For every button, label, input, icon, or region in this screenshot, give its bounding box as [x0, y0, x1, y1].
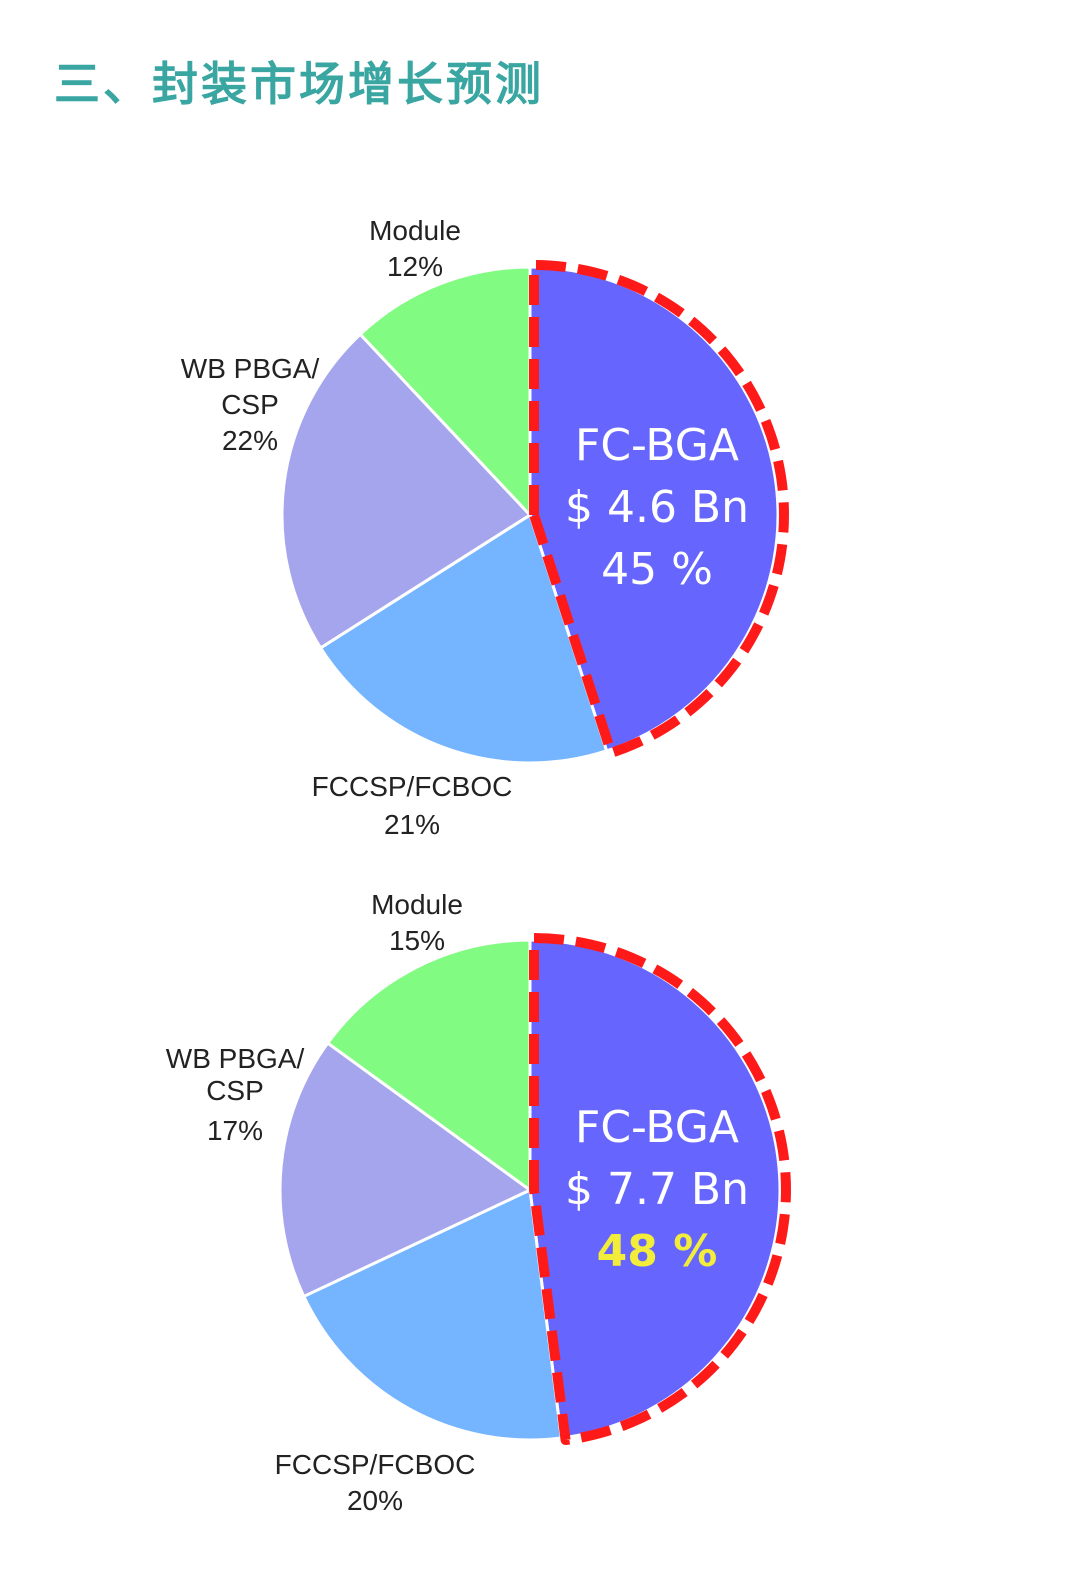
- wb-pbga-label-line2: CSP: [206, 1075, 264, 1106]
- module-pct-label: 12%: [387, 251, 443, 282]
- wb-pbga-pct-label: 17%: [207, 1115, 263, 1146]
- fcbga-value-label: $ 4.6 Bn: [565, 482, 749, 533]
- wb-pbga-label-line1: WB PBGA/: [166, 1043, 305, 1074]
- fcbga-pct-label: 48 %: [597, 1226, 718, 1277]
- wb-pbga-label-line2: CSP: [221, 389, 279, 420]
- module-pct-label: 15%: [389, 925, 445, 956]
- pie-slice-module: [325, 938, 532, 1193]
- page-title: 三、封装市场增长预测: [54, 57, 544, 111]
- fccsp-pct-label: 21%: [384, 809, 440, 840]
- fcbga-pct-label: 45 %: [601, 544, 713, 595]
- module-label: Module: [371, 889, 463, 920]
- pie-chart-1: Module 12% WB PBGA/ CSP 22% FCCSP/FCBOC …: [181, 215, 789, 840]
- pie-slice-fccsp-fcboc: [318, 512, 609, 765]
- pie-slice-fccsp-fcboc: [301, 1187, 564, 1442]
- fcbga-label: FC-BGA: [575, 1102, 739, 1153]
- pie-slice-wb-pbga-csp: [280, 332, 533, 650]
- pie-slice-module: [358, 265, 532, 519]
- pie-slice-wb-pbga-csp: [278, 1040, 533, 1299]
- fccsp-label: FCCSP/FCBOC: [312, 771, 513, 802]
- fcbga-value-label: $ 7.7 Bn: [565, 1164, 749, 1215]
- fccsp-label: FCCSP/FCBOC: [275, 1449, 476, 1480]
- highlight-dashed-border: [529, 260, 789, 758]
- fcbga-label: FC-BGA: [575, 420, 739, 471]
- pie-slices-1: [280, 260, 789, 765]
- wb-pbga-label-line1: WB PBGA/: [181, 353, 320, 384]
- pie-slices-2: [278, 933, 791, 1446]
- module-label: Module: [369, 215, 461, 246]
- pie-chart-2: Module 15% WB PBGA/ CSP 17% FCCSP/FCBOC …: [166, 889, 791, 1516]
- fccsp-pct-label: 20%: [347, 1485, 403, 1516]
- wb-pbga-pct-label: 22%: [222, 425, 278, 456]
- highlight-dashed-border: [529, 933, 791, 1446]
